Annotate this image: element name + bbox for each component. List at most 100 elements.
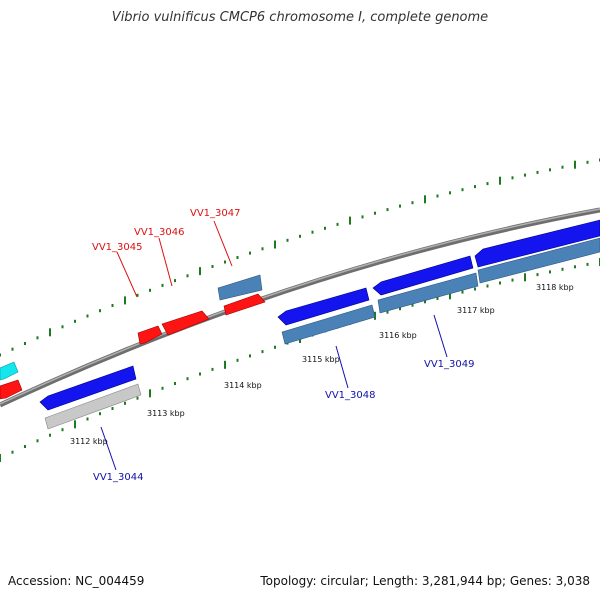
tick-row-outer: [0, 158, 600, 357]
minor-tick: [474, 287, 476, 291]
minor-tick: [186, 377, 189, 381]
position-label-3113: 3113 kbp: [147, 409, 185, 418]
major-tick: [574, 160, 576, 169]
position-label-3112: 3112 kbp: [70, 437, 108, 446]
minor-tick: [261, 247, 264, 251]
gene-label-vv1-3045[interactable]: VV1_3045: [92, 242, 143, 253]
minor-tick: [136, 396, 139, 400]
major-tick: [274, 240, 276, 249]
minor-tick: [561, 165, 564, 169]
minor-tick: [386, 208, 389, 212]
minor-tick: [24, 445, 26, 448]
gene-cyan-partial[interactable]: [0, 361, 19, 381]
minor-tick: [449, 191, 451, 195]
minor-tick: [249, 354, 251, 358]
gene-vv1-3049[interactable]: [377, 272, 479, 314]
minor-tick: [299, 234, 301, 238]
minor-tick: [361, 215, 364, 219]
major-tick: [499, 176, 501, 185]
minor-tick: [386, 310, 389, 314]
minor-tick: [436, 194, 439, 198]
minor-tick: [236, 358, 239, 362]
minor-tick: [536, 273, 539, 277]
accession-text: Accession: NC_004459: [8, 574, 145, 588]
minor-tick: [236, 256, 239, 259]
minor-tick: [36, 439, 39, 443]
minor-tick: [161, 283, 164, 287]
minor-tick: [511, 176, 514, 180]
gene-blue-left[interactable]: [39, 365, 137, 411]
minor-tick: [211, 367, 214, 371]
minor-tick: [374, 211, 376, 215]
major-tick: [224, 360, 226, 369]
major-tick: [349, 216, 351, 225]
gene-vv1-3046[interactable]: [161, 310, 210, 336]
minor-tick: [249, 251, 251, 255]
minor-tick: [161, 386, 164, 390]
minor-tick: [224, 260, 226, 264]
major-tick: [124, 296, 126, 305]
minor-tick: [74, 319, 76, 323]
minor-tick: [86, 314, 89, 318]
minor-tick: [174, 382, 176, 385]
minor-tick: [274, 345, 276, 349]
map-title: Vibrio vulnificus CMCP6 chromosome I, co…: [111, 10, 489, 25]
major-tick: [199, 267, 201, 276]
minor-tick: [61, 325, 64, 329]
minor-tick: [311, 230, 314, 234]
gene-label-vv1-3046[interactable]: VV1_3046: [134, 227, 185, 238]
gene-vv1-3044[interactable]: [44, 383, 142, 430]
gene-vv1-3048[interactable]: [281, 304, 376, 345]
minor-tick: [174, 279, 176, 283]
minor-tick: [474, 185, 476, 189]
topology-summary: Topology: circular; Length: 3,281,944 bp…: [260, 574, 590, 588]
minor-tick: [99, 309, 101, 313]
label-connectors: [100, 220, 448, 471]
gene-blue-right[interactable]: [474, 219, 600, 268]
gene-steel-upper[interactable]: [217, 274, 263, 301]
minor-tick: [424, 300, 426, 304]
minor-tick: [49, 433, 51, 437]
gene-vv1-3047[interactable]: [223, 293, 266, 316]
minor-tick: [536, 170, 539, 174]
minor-tick: [24, 342, 26, 345]
gene-steel-right[interactable]: [477, 237, 600, 284]
minor-tick: [399, 307, 401, 311]
minor-tick: [186, 274, 189, 278]
minor-tick: [261, 350, 264, 354]
gene-label-vv1-3047[interactable]: VV1_3047: [190, 208, 241, 219]
position-label-3116: 3116 kbp: [379, 331, 417, 340]
minor-tick: [11, 347, 14, 351]
gene-label-vv1-3048[interactable]: VV1_3048: [325, 390, 376, 401]
minor-tick: [36, 336, 39, 340]
gene-red-partial-left[interactable]: [0, 379, 23, 400]
minor-tick: [11, 450, 14, 454]
minor-tick: [324, 226, 326, 230]
position-label-3117: 3117 kbp: [457, 306, 495, 315]
major-tick: [74, 420, 76, 429]
gene-label-vv1-3049[interactable]: VV1_3049: [424, 359, 475, 370]
major-tick: [149, 389, 151, 398]
major-tick: [0, 454, 1, 462]
minor-tick: [149, 288, 151, 292]
major-tick: [49, 328, 51, 337]
minor-tick: [461, 188, 464, 192]
gene-vv1-3045[interactable]: [137, 325, 163, 345]
minor-tick: [561, 267, 564, 271]
minor-tick: [86, 417, 89, 421]
minor-tick: [136, 293, 139, 297]
minor-tick: [336, 222, 339, 226]
minor-tick: [61, 428, 64, 432]
gene-label-vv1-3044[interactable]: VV1_3044: [93, 472, 144, 483]
gene-vv1-3049-blue[interactable]: [372, 255, 474, 296]
minor-tick: [411, 201, 414, 205]
minor-tick: [586, 160, 589, 164]
minor-tick: [0, 353, 1, 357]
minor-tick: [199, 372, 201, 376]
minor-tick: [486, 182, 489, 186]
minor-tick: [99, 412, 101, 416]
minor-tick: [549, 270, 551, 274]
gene-vv1-3048-blue[interactable]: [277, 287, 370, 326]
minor-tick: [574, 265, 576, 269]
